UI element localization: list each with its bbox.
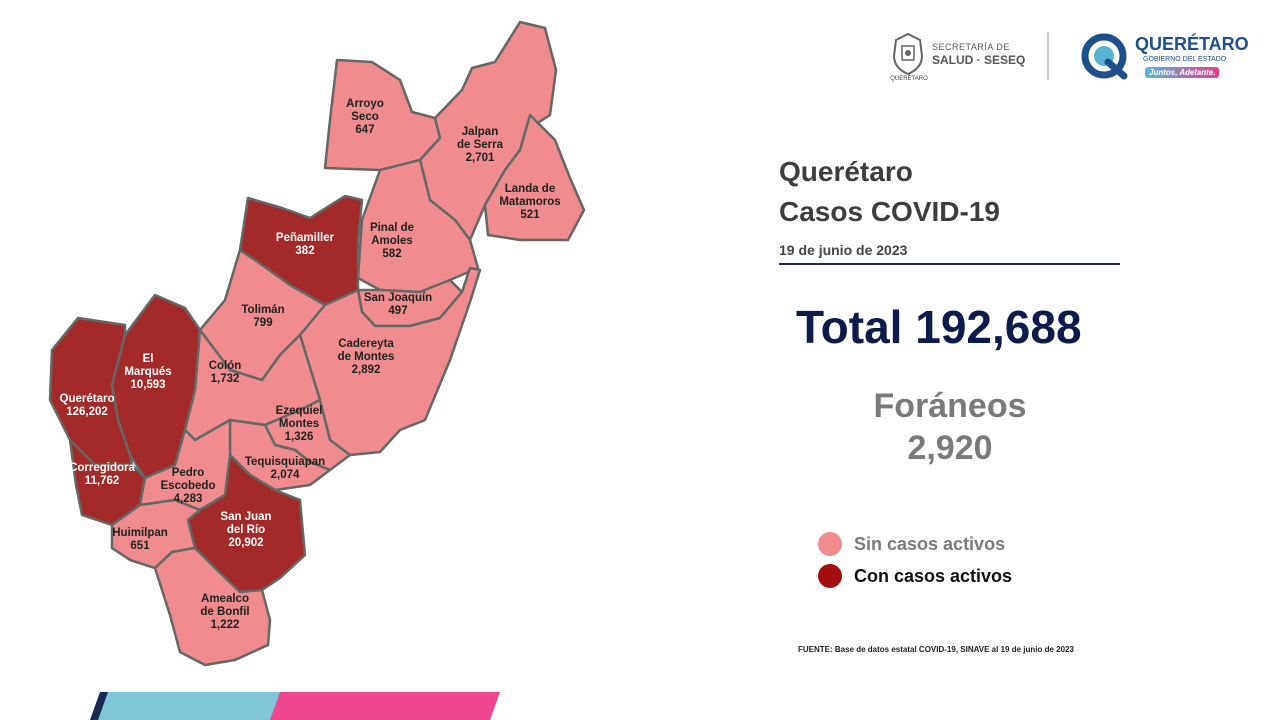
case-count: 2,892: [352, 364, 381, 376]
case-count: 4,283: [174, 493, 203, 505]
case-count: 2,074: [271, 469, 300, 481]
ssa-logo-line2: SALUD · SESEQ: [932, 53, 1026, 67]
label-cadereyta: Cadereyta de Montes 2,892: [338, 338, 395, 376]
label-san-joaquin: San Joaquín 497: [364, 292, 432, 317]
label-colon: Colón 1,732: [209, 360, 242, 385]
decorative-footer-bar: [90, 692, 500, 720]
label-el-marques: El Marqués 10,593: [124, 353, 171, 391]
label-amealco: Amealco de Bonfil 1,222: [200, 593, 249, 631]
header-logos: QUERÉTARO SECRETARÍA DE SALUD · SESEQ QU…: [880, 28, 1260, 88]
municipality-name: Matamoros: [499, 196, 560, 208]
municipality-name: Pedro: [172, 467, 205, 479]
municipality-name: Peñamiller: [276, 232, 335, 244]
case-count: 1,326: [285, 431, 314, 443]
municipality-name: de Montes: [338, 351, 395, 363]
case-count: 10,593: [130, 379, 165, 391]
legend-label-inactive: Sin casos activos: [854, 533, 1006, 554]
title-line1: Querétaro: [779, 156, 913, 187]
municipality-name: Corregidora: [69, 462, 135, 474]
municipality-name: Querétaro: [60, 393, 115, 405]
municipality-name: Seco: [351, 111, 379, 123]
label-arroyo-seco: Arroyo Seco 647: [346, 98, 384, 136]
queretaro-logo-name: QUERÉTARO: [1135, 34, 1249, 54]
case-count: 1,222: [211, 619, 240, 631]
foraneos-label: Foráneos: [873, 387, 1027, 425]
label-jalpan: Jalpan de Serra 2,701: [457, 126, 504, 164]
case-count: 11,762: [85, 475, 120, 487]
municipality-name: Montes: [279, 418, 319, 430]
municipality-name: Marqués: [124, 366, 171, 378]
case-count: 521: [520, 209, 540, 221]
case-count: 647: [355, 124, 374, 136]
case-count: 20,902: [228, 537, 263, 549]
municipality-name: San Juan: [220, 511, 271, 523]
title-line2: Casos COVID-19: [779, 196, 1000, 227]
municipality-name: Landa de: [505, 183, 555, 195]
label-penamiller: Peñamiller 382: [276, 232, 335, 257]
source-note: FUENTE: Base de datos estatal COVID-19, …: [798, 645, 1074, 654]
label-landa: Landa de Matamoros 521: [499, 183, 560, 221]
municipality-landa: [483, 113, 586, 242]
municipality-name: Huimilpan: [112, 527, 168, 539]
legend-swatch-inactive: [818, 532, 842, 556]
foraneos-block: Foráneos 2,920: [850, 385, 1050, 469]
legend-label-active: Con casos activos: [854, 565, 1013, 586]
legend-swatch-active: [818, 564, 842, 588]
queretaro-logo-slogan: Juntos, Adelante.: [1145, 67, 1220, 78]
label-toliman: Tolimán 799: [241, 304, 284, 329]
case-count: 2,701: [466, 152, 495, 164]
total-cases: Total 192,688: [796, 301, 1082, 353]
municipality-name: Amoles: [371, 235, 413, 247]
case-count: 382: [295, 245, 314, 257]
municipality-queretaro: [48, 316, 134, 467]
case-count: 582: [382, 248, 401, 260]
municipality-name: de Bonfil: [200, 606, 249, 618]
municipality-name: San Joaquín: [364, 292, 432, 304]
municipality-name: Tolimán: [241, 304, 284, 316]
case-count: 126,202: [66, 406, 108, 418]
queretaro-q-logo-icon: [1081, 33, 1128, 80]
foraneos-value: 2,920: [907, 429, 993, 467]
title-divider: [779, 263, 1120, 265]
municipality-name: Colón: [209, 360, 242, 372]
label-corregidora: Corregidora 11,762: [69, 462, 135, 487]
municipality-name: Pinal de: [370, 222, 414, 234]
label-huimilpan: Huimilpan 651: [112, 527, 168, 552]
municipality-name: Escobedo: [161, 480, 216, 492]
municipality-name: del Río: [227, 524, 265, 536]
legend-item-inactive: Sin casos activos: [818, 528, 1012, 560]
label-ezequiel: Ezequiel Montes 1,326: [276, 405, 323, 443]
label-tequisquiapan: Tequisquiapan 2,074: [245, 456, 325, 481]
municipality-name: Amealco: [201, 593, 249, 605]
state-seal-icon: [892, 32, 924, 76]
municipality-name: El: [143, 353, 154, 365]
municipality-amealco: [153, 546, 272, 667]
case-count: 497: [388, 305, 407, 317]
municipality-name: Ezequiel: [276, 405, 323, 417]
case-count: 651: [130, 540, 150, 552]
case-count: 1,732: [211, 373, 240, 385]
seal-caption: QUERÉTARO: [890, 76, 928, 82]
ssa-logo-line1: SECRETARÍA DE: [932, 42, 1010, 52]
label-pinal: Pinal de Amoles 582: [370, 222, 414, 260]
queretaro-map: Arroyo Seco 647 Jalpan de Serra 2,701 Landa de…: [48, 20, 586, 667]
municipality-arroyo-seco: [323, 58, 442, 172]
label-pedro-escobedo: Pedro Escobedo 4,283: [161, 467, 216, 505]
map-legend: Sin casos activos Con casos activos: [818, 528, 1012, 592]
municipality-name: de Serra: [457, 139, 504, 151]
municipality-name: Tequisquiapan: [245, 456, 325, 468]
page-title: Querétaro Casos COVID-19: [779, 152, 1000, 232]
queretaro-logo-sub: GOBIERNO DEL ESTADO: [1143, 56, 1227, 63]
legend-item-active: Con casos activos: [818, 560, 1012, 592]
logo-divider: [1047, 32, 1049, 80]
report-date: 19 de junio de 2023: [779, 242, 908, 258]
municipality-name: Cadereyta: [338, 338, 394, 350]
case-count: 799: [253, 317, 272, 329]
municipality-name: Jalpan: [462, 126, 498, 138]
label-queretaro: Querétaro 126,202: [60, 393, 115, 418]
label-san-juan: San Juan del Río 20,902: [220, 511, 271, 549]
municipality-name: Arroyo: [346, 98, 384, 110]
